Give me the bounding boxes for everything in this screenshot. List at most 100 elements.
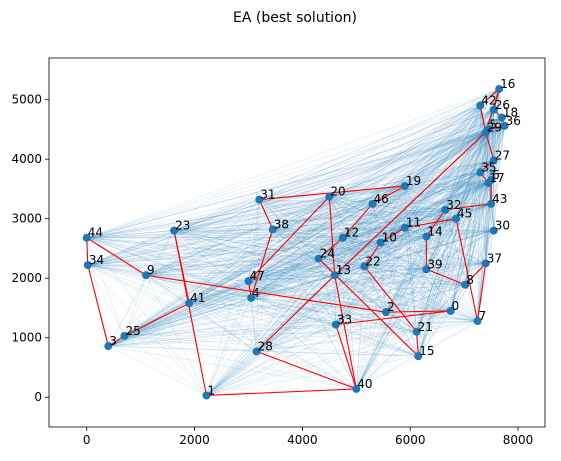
background-edge — [272, 229, 451, 312]
background-edge — [404, 185, 466, 285]
background-edge — [174, 230, 419, 357]
background-edge — [416, 236, 427, 332]
background-edge — [385, 311, 478, 322]
background-edge — [318, 209, 446, 259]
background-edge — [173, 230, 257, 352]
y-tick-label: 0 — [34, 390, 42, 404]
background-edge — [256, 310, 451, 352]
point-0 — [446, 306, 455, 315]
background-edge — [329, 88, 500, 197]
background-edge — [189, 182, 489, 304]
background-edge — [146, 269, 427, 276]
background-edge — [356, 117, 503, 389]
background-edge — [488, 88, 500, 184]
background-edge — [108, 324, 336, 347]
background-edge — [356, 266, 365, 389]
background-edge — [450, 105, 481, 311]
background-edge — [86, 230, 175, 238]
background-edge — [450, 310, 478, 322]
background-edge — [335, 237, 343, 325]
background-edge — [108, 117, 502, 347]
background-edge — [334, 109, 494, 276]
background-edge — [124, 129, 489, 337]
background-edge — [404, 185, 417, 332]
background-edge — [426, 88, 500, 237]
background-edge — [86, 237, 109, 347]
background-edge — [189, 236, 427, 304]
route-segment — [425, 209, 446, 237]
background-edge — [329, 196, 494, 231]
background-edge — [342, 109, 494, 238]
background-edge — [189, 203, 492, 304]
background-edge — [356, 109, 494, 389]
background-edge — [174, 230, 451, 312]
background-edge — [385, 105, 481, 313]
background-edge — [404, 185, 478, 322]
background-edge — [206, 218, 457, 396]
background-edge — [206, 196, 330, 396]
background-edge — [87, 265, 207, 396]
route-segment — [445, 203, 492, 211]
background-edge — [493, 125, 505, 231]
background-edge — [124, 331, 417, 337]
background-edge — [206, 229, 273, 396]
x-tick-label: 6000 — [395, 433, 426, 447]
background-edge — [426, 203, 492, 270]
background-edge — [404, 185, 427, 237]
background-edge — [416, 269, 427, 332]
background-edge — [465, 88, 500, 285]
background-edge — [329, 196, 365, 267]
background-edge — [189, 297, 252, 304]
background-edge — [256, 236, 427, 352]
background-edge — [364, 105, 481, 267]
background-edge — [124, 160, 494, 337]
background-edge — [124, 218, 457, 337]
background-edge — [426, 236, 478, 322]
route-segment — [479, 88, 500, 107]
background-edge — [418, 310, 451, 357]
background-edge — [189, 109, 494, 304]
background-edge — [124, 227, 405, 337]
background-edge — [248, 185, 405, 282]
background-edge — [87, 264, 190, 304]
background-edge — [385, 218, 457, 313]
background-edge — [108, 109, 494, 347]
background-edge — [146, 275, 451, 312]
background-edge — [334, 172, 481, 276]
background-edge — [272, 229, 494, 231]
background-edge — [334, 275, 466, 285]
background-edge — [450, 218, 457, 311]
background-edge — [108, 320, 478, 347]
background-edge — [86, 185, 405, 238]
background-edge — [108, 275, 335, 347]
background-edge — [251, 179, 492, 298]
background-edge — [364, 109, 494, 267]
background-edge — [418, 109, 494, 357]
background-edge — [364, 129, 489, 267]
background-edge — [404, 182, 489, 228]
background-edge — [404, 129, 489, 228]
background-edge — [416, 160, 494, 332]
background-edge — [206, 105, 481, 396]
background-edge — [334, 266, 365, 276]
background-edge — [259, 88, 500, 200]
background-edge — [189, 303, 417, 332]
point-22 — [360, 262, 369, 271]
background-edge — [87, 237, 343, 266]
background-edge — [385, 209, 446, 313]
background-edge — [256, 117, 502, 352]
background-edge — [124, 230, 175, 337]
route-segment — [87, 264, 109, 347]
background-edge — [329, 105, 481, 197]
background-edge — [174, 179, 492, 231]
background-edge — [272, 229, 387, 313]
background-edge — [380, 242, 466, 285]
background-edge — [256, 109, 494, 352]
background-edge — [248, 236, 427, 282]
background-edge — [174, 172, 481, 231]
point-label-20: 20 — [330, 185, 345, 199]
background-edge — [174, 230, 387, 313]
y-tick-label: 5000 — [11, 93, 42, 107]
point-label-32: 32 — [446, 198, 461, 212]
background-edge — [206, 109, 494, 396]
